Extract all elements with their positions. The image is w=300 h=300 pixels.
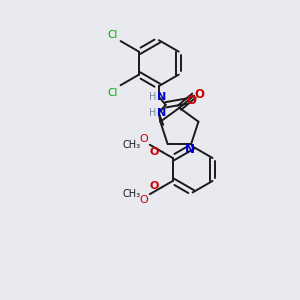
Text: H: H: [149, 92, 156, 102]
Text: O: O: [186, 94, 196, 107]
Text: O: O: [140, 134, 148, 144]
Text: O: O: [150, 147, 159, 157]
Text: Cl: Cl: [108, 30, 118, 40]
Text: CH₃: CH₃: [123, 189, 141, 199]
Text: CH₃: CH₃: [123, 140, 141, 150]
Text: O: O: [140, 195, 148, 205]
Text: O: O: [150, 151, 151, 152]
Text: O: O: [150, 181, 159, 191]
Text: N: N: [157, 92, 166, 102]
Text: H: H: [149, 108, 156, 118]
Text: Cl: Cl: [107, 88, 118, 98]
Text: N: N: [157, 108, 166, 118]
Text: O: O: [194, 88, 204, 101]
Text: N: N: [185, 143, 195, 156]
